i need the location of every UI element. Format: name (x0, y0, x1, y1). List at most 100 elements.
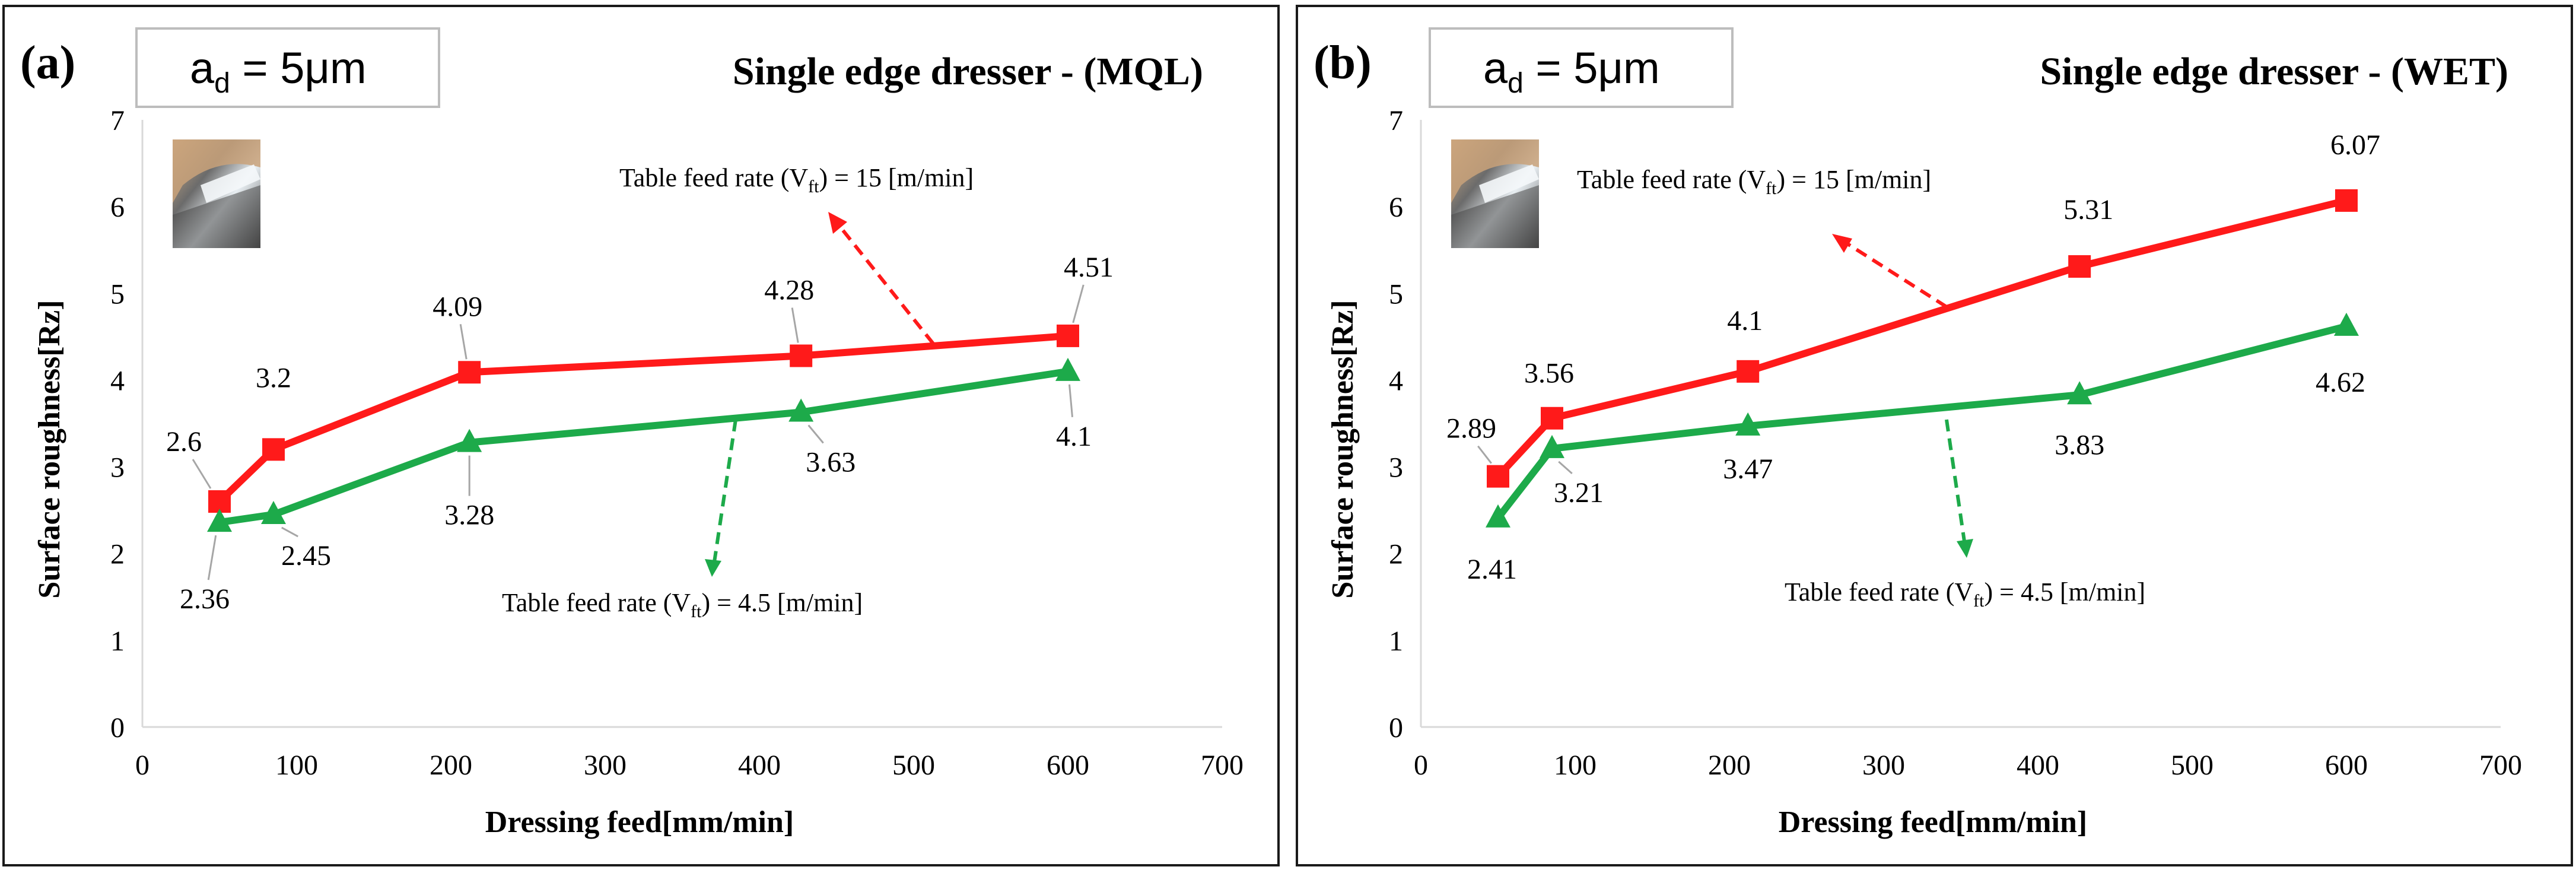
data-point-marker (2334, 312, 2359, 336)
y-tick-label: 4 (110, 365, 125, 396)
data-label: 3.2 (256, 362, 291, 393)
data-point-marker (261, 500, 286, 524)
annotation-low-feed: Table feed rate (Vft) = 4.5 [m/min] (1785, 419, 2146, 611)
annotation-low-arrow (713, 419, 737, 563)
data-label: 3.28 (444, 500, 494, 531)
data-label-leader (192, 459, 212, 489)
chart-title: Single edge dresser - (WET) (2040, 50, 2508, 93)
series-line-high-feed (1495, 197, 2348, 479)
data-label: 2.45 (281, 540, 331, 572)
annotation-high-arrowhead (828, 212, 847, 234)
data-point-marker (207, 509, 232, 532)
x-tick-label: 0 (1414, 750, 1428, 781)
annotation-high-pre: Table feed rate (V (1577, 165, 1766, 194)
panel-label: (b) (1314, 37, 1372, 89)
depth-label-subscript: d (214, 68, 230, 99)
annotation-low-arrow (1945, 419, 1966, 542)
depth-label-value: = 5μm (1524, 43, 1660, 93)
x-tick-label: 200 (1708, 750, 1751, 781)
y-axis-title: Surface roughness[Rz] (33, 300, 66, 598)
data-point-marker (2067, 381, 2092, 405)
depth-label-subscript: d (1508, 68, 1524, 99)
annotation-high-arrow (834, 220, 935, 345)
data-label-leader (459, 324, 468, 360)
annotation-low-pre: Table feed rate (V (502, 588, 691, 617)
data-point-marker (1737, 360, 1760, 383)
annotation-low-pre: Table feed rate (V (1785, 577, 1973, 607)
y-tick-label: 2 (1389, 539, 1403, 570)
data-point-marker (1055, 357, 1080, 381)
x-tick-label: 700 (2479, 750, 2522, 781)
y-tick-label: 5 (1389, 278, 1403, 310)
y-tick-label: 0 (1389, 712, 1403, 744)
annotation-low-feed: Table feed rate (Vft) = 4.5 [m/min] (502, 419, 863, 621)
svg-text:Table feed rate (Vft) = 15 [m/: Table feed rate (Vft) = 15 [m/min] (1577, 165, 1931, 198)
annotation-low-sub: ft (1973, 591, 1985, 611)
data-label: 2.36 (180, 583, 230, 615)
x-tick-label: 100 (1554, 750, 1597, 781)
data-label-leader (791, 307, 799, 343)
data-label: 2.6 (166, 426, 202, 458)
depth-label-value: = 5μm (230, 43, 367, 93)
y-tick-label: 1 (1389, 626, 1403, 657)
data-point-marker (457, 428, 482, 452)
dresser-tool-photo (1451, 139, 1539, 248)
data-point-marker (1057, 324, 1079, 347)
y-tick-label: 4 (1389, 365, 1403, 396)
data-point-marker (458, 361, 481, 384)
data-point-marker (2068, 255, 2091, 278)
x-tick-label: 400 (738, 750, 781, 781)
y-tick-label: 6 (110, 192, 125, 223)
series-line-low-feed (219, 367, 1068, 526)
depth-label-prefix: a (190, 43, 215, 93)
data-point-marker (1487, 465, 1509, 488)
x-tick-label: 600 (1047, 750, 1089, 781)
data-point-marker (788, 398, 814, 422)
data-label: 3.47 (1723, 453, 1773, 485)
x-tick-label: 200 (430, 750, 472, 781)
data-label: 3.56 (1524, 358, 1574, 389)
data-label: 3.63 (806, 447, 856, 478)
x-tick-label: 500 (2171, 750, 2214, 781)
y-tick-label: 5 (110, 278, 125, 310)
annotation-high-arrow (1843, 240, 1948, 309)
annotation-low-post: ) = 4.5 [m/min] (1985, 577, 2146, 607)
data-label: 5.31 (2063, 194, 2113, 226)
data-label: 4.51 (1064, 252, 1114, 283)
y-tick-label: 0 (110, 712, 125, 744)
y-tick-label: 7 (1389, 105, 1403, 136)
data-point-marker (1541, 407, 1563, 430)
annotation-high-pre: Table feed rate (V (619, 163, 808, 192)
annotation-high-arrowhead (1832, 234, 1852, 253)
data-label: 4.62 (2316, 367, 2365, 398)
data-point-marker (790, 344, 813, 367)
annotation-high-post: ) = 15 [m/min] (1777, 165, 1932, 194)
y-axis-title: Surface roughness[Rz] (1326, 300, 1360, 598)
plot-area: 0 100 200 300 400 500 600 700 0 1 2 3 4 5 6 7 2.6 3.2 4.09… (110, 105, 1244, 781)
chart-svg-a: (a) ad = 5μm Single edge dresser - (MQL)… (20, 27, 1244, 839)
depth-of-cut-box: ad = 5μm (1429, 27, 1734, 108)
annotation-high-sub: ft (808, 177, 819, 196)
data-label: 2.41 (1467, 554, 1517, 585)
annotation-high-feed: Table feed rate (Vft) = 15 [m/min] (1577, 165, 1948, 309)
series-line-high-feed (217, 332, 1068, 504)
data-label: 3.21 (1554, 477, 1604, 509)
plot-area: 0 100 200 300 400 500 600 700 0 1 2 3 4 5 6 7 2.89 3.56 4.… (1389, 105, 2522, 781)
data-label-leader (1072, 284, 1085, 323)
data-label-leader (1558, 461, 1573, 475)
data-label: 4.1 (1727, 305, 1763, 336)
panel-label: (a) (20, 37, 75, 89)
series-line-low-feed (1495, 323, 2348, 520)
data-point-marker (1540, 434, 1564, 458)
annotation-high-feed: Table feed rate (Vft) = 15 [m/min] (619, 163, 974, 345)
x-tick-label: 500 (892, 750, 935, 781)
x-tick-label: 300 (1862, 750, 1905, 781)
annotation-high-sub: ft (1766, 179, 1777, 198)
data-label-leader (1477, 445, 1492, 464)
data-point-marker (262, 438, 285, 461)
annotation-high-post: ) = 15 [m/min] (819, 163, 974, 192)
annotation-low-post: ) = 4.5 [m/min] (702, 588, 863, 617)
depth-label-prefix: a (1483, 43, 1508, 93)
data-label-leader (807, 424, 824, 444)
data-label-leader (281, 526, 298, 538)
